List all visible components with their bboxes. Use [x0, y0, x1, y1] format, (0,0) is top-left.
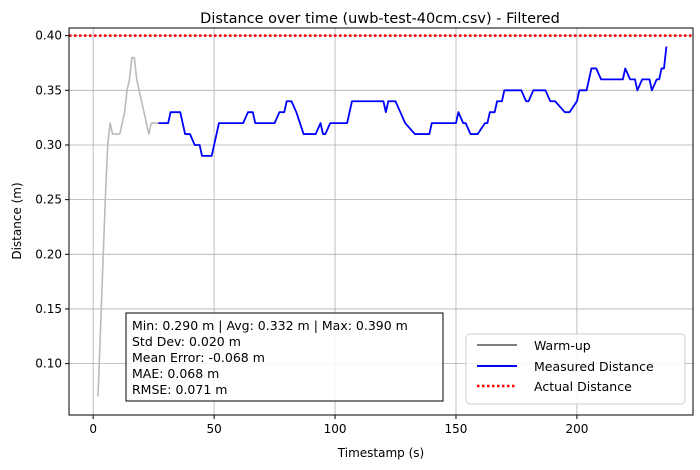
x-tick-label: 50	[206, 422, 221, 436]
y-axis-title: Distance (m)	[10, 182, 24, 259]
stats-line: Std Dev: 0.020 m	[132, 334, 241, 349]
x-axis-title: Timestamp (s)	[337, 446, 424, 460]
warm-up-series-line	[97, 56, 159, 397]
y-tick-label: 0.20	[35, 247, 62, 261]
chart-title: Distance over time (uwb-test-40cm.csv) -…	[200, 11, 560, 27]
series-layer	[69, 34, 693, 397]
y-tick-label: 0.30	[35, 138, 62, 152]
legend-frame	[465, 333, 686, 405]
y-tick-label: 0.40	[35, 29, 62, 43]
y-tick-label: 0.10	[35, 357, 62, 371]
legend-label-warm-up: Warm-up	[534, 338, 591, 353]
legend: Warm-up Measured Distance Actual Distanc…	[465, 333, 686, 405]
legend-label-actual: Actual Distance	[534, 379, 632, 394]
y-tick-label: 0.25	[35, 193, 62, 207]
y-tick-label: 0.15	[35, 302, 62, 316]
x-tick-label: 100	[324, 422, 347, 436]
stats-line: Mean Error: -0.068 m	[132, 350, 265, 365]
legend-label-measured: Measured Distance	[534, 359, 654, 374]
plot-frame	[68, 27, 694, 416]
x-tick-label: 0	[89, 422, 97, 436]
x-tick-label: 150	[445, 422, 468, 436]
stats-box: Min: 0.290 m | Avg: 0.332 m | Max: 0.390…	[125, 312, 444, 402]
measured-distance-series-line	[158, 46, 668, 157]
stats-line: MAE: 0.068 m	[132, 366, 219, 381]
x-tick-label: 200	[565, 422, 588, 436]
stats-line: Min: 0.290 m | Avg: 0.332 m | Max: 0.390…	[132, 318, 408, 333]
stats-line: RMSE: 0.071 m	[132, 382, 227, 397]
y-tick-label: 0.35	[35, 83, 62, 97]
stats-box-frame	[125, 312, 444, 402]
ticks-layer: 0 50 100 150 200 0.10 0.15 0.20 0.25 0.30 0.35 0.40	[35, 29, 588, 436]
